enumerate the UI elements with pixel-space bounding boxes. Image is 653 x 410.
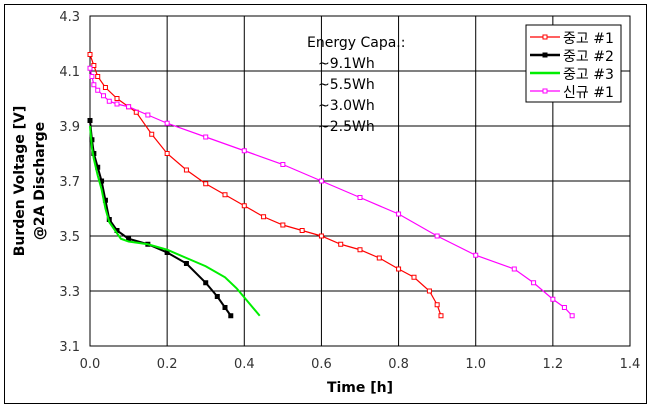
data-point bbox=[434, 302, 440, 308]
annotation-line: ~3.0Wh bbox=[318, 98, 375, 114]
data-point bbox=[396, 211, 402, 217]
annotation-line: Energy Capa.: bbox=[307, 35, 405, 51]
data-point bbox=[357, 247, 363, 253]
legend-label-0: 중고 #1 bbox=[563, 31, 614, 47]
x-axis-label: Time [h] bbox=[327, 380, 393, 396]
data-point bbox=[434, 233, 440, 239]
x-tick-label: 0.2 bbox=[157, 357, 178, 372]
legend-label-2: 중고 #3 bbox=[563, 67, 614, 83]
data-point bbox=[149, 131, 155, 137]
data-point bbox=[126, 104, 132, 110]
data-point bbox=[87, 118, 93, 123]
data-point bbox=[228, 313, 234, 319]
annotation-line: ~2.5Wh bbox=[318, 119, 375, 135]
chart-border bbox=[4, 4, 647, 404]
annotation-line: ~9.1Wh bbox=[318, 56, 375, 72]
data-point bbox=[376, 255, 382, 261]
data-point bbox=[299, 228, 305, 233]
data-point bbox=[426, 288, 432, 294]
data-point bbox=[87, 65, 93, 71]
data-point bbox=[261, 214, 267, 220]
data-point bbox=[203, 181, 209, 187]
data-point bbox=[357, 195, 363, 200]
x-tick-label: 0.4 bbox=[234, 357, 255, 372]
data-point bbox=[438, 313, 444, 319]
legend-marker-3 bbox=[542, 88, 548, 94]
y-tick-label: 3.1 bbox=[59, 340, 80, 355]
data-point bbox=[114, 101, 120, 107]
data-point bbox=[214, 294, 220, 299]
data-point bbox=[164, 120, 170, 126]
data-point bbox=[114, 96, 120, 101]
data-point bbox=[222, 305, 228, 310]
data-point bbox=[183, 261, 189, 266]
data-point bbox=[280, 162, 286, 167]
data-point bbox=[280, 222, 286, 228]
data-point bbox=[95, 87, 101, 93]
data-point bbox=[164, 151, 170, 156]
y-tick-label: 3.9 bbox=[59, 120, 80, 135]
data-point bbox=[550, 296, 556, 302]
series-line-2 bbox=[89, 125, 261, 317]
y-axis-label-line2: @2A Discharge bbox=[32, 122, 48, 240]
data-point bbox=[531, 280, 537, 286]
legend-marker-0 bbox=[542, 34, 548, 40]
data-point bbox=[473, 252, 479, 258]
data-point bbox=[183, 167, 189, 173]
data-point bbox=[87, 52, 93, 57]
data-point bbox=[95, 74, 101, 79]
x-tick-label: 0.8 bbox=[388, 357, 409, 372]
data-point bbox=[318, 178, 324, 184]
x-tick-label: 1.0 bbox=[465, 357, 486, 372]
legend-marker-1 bbox=[542, 52, 548, 58]
y-tick-label: 3.5 bbox=[59, 230, 80, 245]
data-point bbox=[89, 74, 95, 79]
y-tick-label: 4.1 bbox=[59, 65, 80, 80]
y-axis-label-line1: Burden Voltage [V] bbox=[12, 106, 28, 257]
data-point bbox=[561, 305, 567, 310]
y-tick-label: 3.3 bbox=[59, 285, 80, 300]
data-point bbox=[338, 241, 344, 247]
legend-box bbox=[525, 24, 622, 103]
data-point bbox=[241, 148, 247, 154]
x-tick-label: 0.6 bbox=[311, 357, 332, 372]
series-line-1 bbox=[89, 120, 232, 317]
data-point bbox=[241, 203, 247, 209]
data-point bbox=[101, 93, 106, 99]
data-point bbox=[222, 192, 228, 198]
data-point bbox=[203, 280, 209, 286]
data-point bbox=[145, 112, 151, 118]
data-point bbox=[411, 274, 417, 280]
x-tick-label: 0.0 bbox=[80, 357, 101, 372]
legend-label-3: 신규 #1 bbox=[563, 85, 614, 101]
data-point bbox=[91, 82, 97, 88]
annotation-line: ~5.5Wh bbox=[318, 77, 375, 93]
legend-label-1: 중고 #2 bbox=[563, 49, 614, 65]
data-point bbox=[91, 63, 97, 68]
data-point bbox=[396, 266, 402, 272]
data-point bbox=[106, 98, 112, 104]
data-point bbox=[569, 313, 575, 319]
y-tick-label: 3.7 bbox=[59, 175, 80, 190]
data-point bbox=[203, 134, 209, 140]
data-point bbox=[511, 266, 517, 272]
y-tick-label: 4.3 bbox=[59, 10, 80, 25]
x-tick-label: 1.2 bbox=[543, 357, 564, 372]
data-point bbox=[102, 85, 108, 90]
data-point bbox=[318, 233, 324, 239]
x-tick-label: 1.4 bbox=[620, 357, 641, 372]
